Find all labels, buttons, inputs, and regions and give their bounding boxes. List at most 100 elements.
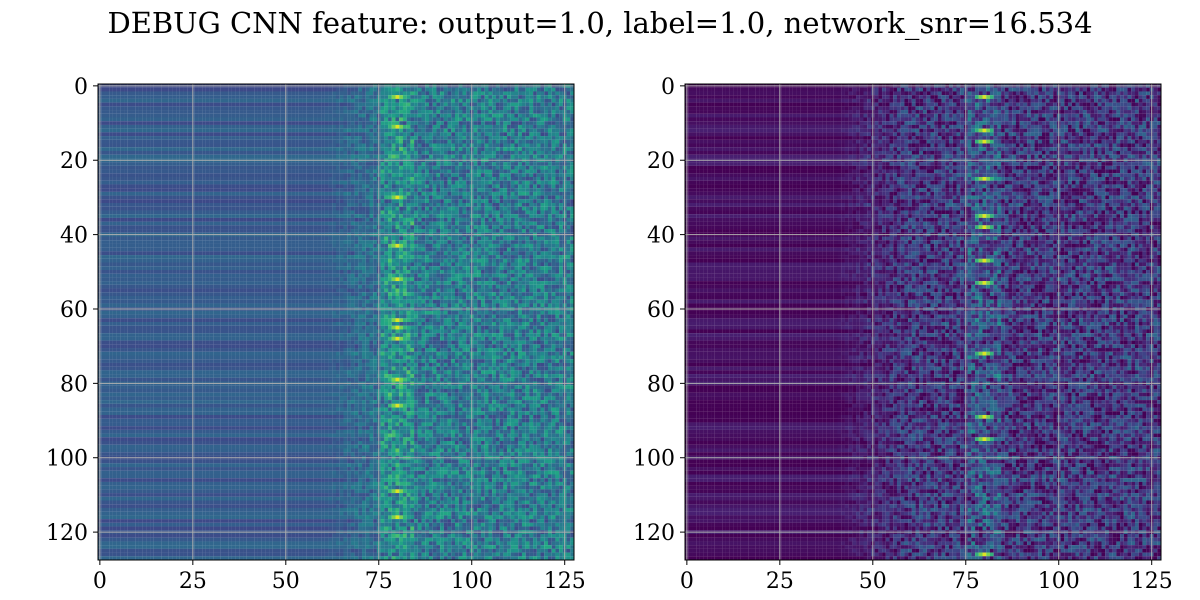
heatmap-cell — [541, 103, 545, 107]
heatmap-cell — [247, 121, 251, 125]
heatmap-cell — [154, 136, 158, 140]
heatmap-cell — [407, 114, 411, 118]
heatmap-cell — [433, 117, 437, 121]
heatmap-cell — [217, 177, 221, 181]
heatmap-cell — [314, 203, 318, 207]
heatmap-cell — [570, 192, 574, 196]
heatmap-cell — [429, 110, 433, 114]
heatmap-cell — [533, 91, 537, 95]
heatmap-cell — [143, 140, 147, 144]
heatmap-cell — [329, 162, 333, 166]
heatmap-cell — [522, 166, 526, 170]
heatmap-cell — [381, 95, 385, 99]
heatmap-cell — [131, 147, 135, 151]
heatmap-cell — [247, 225, 251, 229]
heatmap-cell — [444, 88, 448, 92]
heatmap-cell — [131, 117, 135, 121]
heatmap-cell — [369, 207, 373, 211]
heatmap-cell — [128, 136, 132, 140]
heatmap-cell — [247, 99, 251, 103]
heatmap-cell — [474, 203, 478, 207]
heatmap-cell — [243, 132, 247, 136]
heatmap-cell — [202, 106, 206, 110]
heatmap-cell — [481, 99, 485, 103]
heatmap-cell — [213, 184, 217, 188]
heatmap-cell — [440, 214, 444, 218]
heatmap-cell — [436, 199, 440, 203]
heatmap-cell — [440, 225, 444, 229]
heatmap-cell — [232, 114, 236, 118]
heatmap-cell — [329, 114, 333, 118]
heatmap-cell — [422, 170, 426, 174]
heatmap-cell — [492, 177, 496, 181]
heatmap-cell — [258, 199, 262, 203]
heatmap-cell — [120, 106, 124, 110]
heatmap-cell — [120, 162, 124, 166]
heatmap-cell — [369, 132, 373, 136]
heatmap-cell — [537, 203, 541, 207]
heatmap-cell — [366, 192, 370, 196]
heatmap-cell — [299, 155, 303, 159]
heatmap-cell — [262, 144, 266, 148]
heatmap-cell — [277, 192, 281, 196]
heatmap-cell — [187, 162, 191, 166]
heatmap-cell — [310, 166, 314, 170]
heatmap-cell — [198, 166, 202, 170]
heatmap-cell — [485, 162, 489, 166]
heatmap-cell — [265, 114, 269, 118]
heatmap-cell — [462, 110, 466, 114]
heatmap-cell — [410, 103, 414, 107]
heatmap-cell — [500, 207, 504, 211]
heatmap-cell — [321, 106, 325, 110]
heatmap-cell — [381, 106, 385, 110]
heatmap-cell — [105, 136, 109, 140]
heatmap-cell — [120, 210, 124, 214]
heatmap-cell — [135, 136, 139, 140]
heatmap-cell — [329, 173, 333, 177]
heatmap-cell — [154, 222, 158, 226]
heatmap-cell — [325, 117, 329, 121]
heatmap-cell — [366, 203, 370, 207]
heatmap-cell — [117, 199, 121, 203]
heatmap-cell — [232, 91, 236, 95]
heatmap-cell — [303, 166, 307, 170]
heatmap-cell — [414, 114, 418, 118]
heatmap-cell — [362, 151, 366, 155]
heatmap-cell — [236, 110, 240, 114]
heatmap-cell — [310, 103, 314, 107]
heatmap-cell — [399, 91, 403, 95]
heatmap-cell — [407, 151, 411, 155]
heatmap-cell — [567, 91, 571, 95]
heatmap-cell — [161, 184, 165, 188]
heatmap-cell — [154, 151, 158, 155]
heatmap-cell — [195, 188, 199, 192]
heatmap-cell — [455, 125, 459, 129]
heatmap-cell — [366, 177, 370, 181]
heatmap-cell — [500, 151, 504, 155]
heatmap-cell — [526, 170, 530, 174]
heatmap-cell — [273, 199, 277, 203]
heatmap-cell — [169, 151, 173, 155]
heatmap-cell — [303, 110, 307, 114]
heatmap-cell — [165, 121, 169, 125]
heatmap-cell — [388, 184, 392, 188]
heatmap-cell — [269, 173, 273, 177]
heatmap-cell — [131, 188, 135, 192]
heatmap-cell — [537, 192, 541, 196]
heatmap-cell — [485, 140, 489, 144]
heatmap-cell — [105, 207, 109, 211]
heatmap-cell — [154, 117, 158, 121]
heatmap-cell — [198, 188, 202, 192]
heatmap-cell — [340, 136, 344, 140]
heatmap-cell — [180, 188, 184, 192]
heatmap-cell — [146, 99, 150, 103]
heatmap-cell — [262, 132, 266, 136]
heatmap-cell — [288, 207, 292, 211]
heatmap-cell — [436, 170, 440, 174]
heatmap-cell — [347, 125, 351, 129]
heatmap-cell — [522, 199, 526, 203]
heatmap-cell — [518, 188, 522, 192]
heatmap-cell — [384, 214, 388, 218]
heatmap-cell — [105, 144, 109, 148]
heatmap-cell — [232, 110, 236, 114]
